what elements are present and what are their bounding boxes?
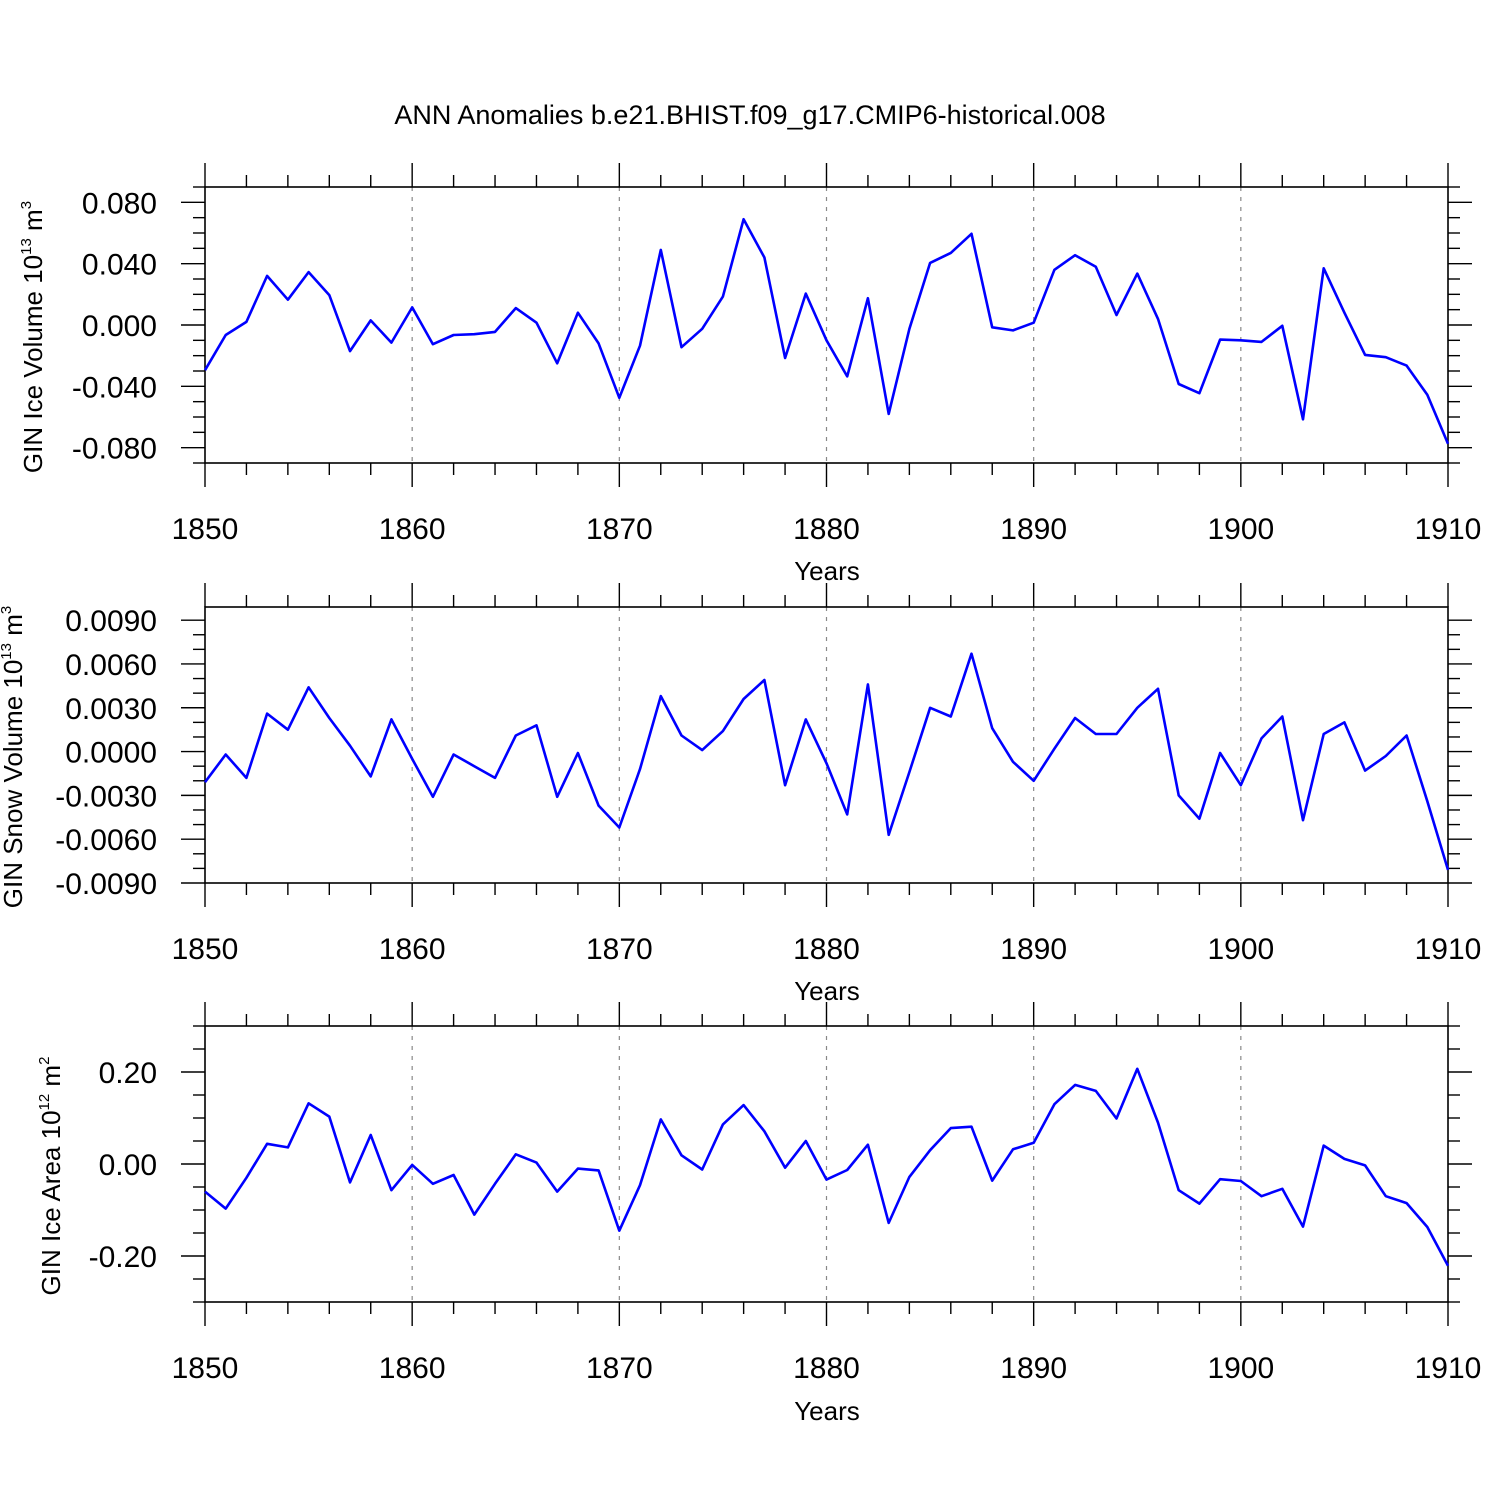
snow-volume-x-tick-label: 1880 [793,933,860,966]
chart-title: ANN Anomalies b.e21.BHIST.f09_g17.CMIP6-… [394,100,1105,130]
snow-volume-x-tick-label: 1910 [1415,933,1482,966]
ice-area-x-tick-label: 1880 [793,1352,860,1385]
panel-snow-volume: GIN Snow Volume 1013 m3 Years 1850 1860 18… [0,583,1481,1006]
ice-area-x-axis-label: Years [794,1396,860,1426]
snow-volume-series-line [203,652,1450,871]
ice-area-y-axis-label: GIN Ice Area 1012 m2 [36,1057,66,1296]
ice-volume-x-tick-label: 1900 [1207,513,1274,546]
snow-volume-y-tick-label: -0.0090 [55,868,157,901]
snow-volume-y-tick-label: 0.0030 [65,693,157,726]
ice-volume-y-tick-label: 0.080 [82,187,157,220]
snow-volume-y-tick-label: -0.0030 [55,780,157,813]
ice-area-y-tick-label: 0.00 [99,1149,157,1182]
ice-volume-x-tick-label: 1850 [172,513,239,546]
ice-volume-x-axis-label: Years [794,556,860,586]
ice-volume-y-tick-label: 0.000 [82,310,157,343]
ice-area-x-tick-label: 1910 [1415,1352,1482,1385]
ice-area-x-tick-label: 1890 [1000,1352,1067,1385]
ice-volume-series-line [203,217,1450,445]
snow-volume-x-tick-label: 1870 [586,933,653,966]
ice-area-y-tick-label: 0.20 [99,1057,157,1090]
snow-volume-y-tick-label: 0.0060 [65,649,157,682]
panel-ice-volume: GIN Ice Volume 1013 m3 Years 1850 1860 187… [18,163,1481,586]
snow-volume-y-tick-label: -0.0060 [55,824,157,857]
ice-volume-y-tick-label: -0.080 [72,433,157,466]
ice-volume-x-tick-label: 1910 [1415,513,1482,546]
ice-area-x-tick-label: 1850 [172,1352,239,1385]
ice-volume-y-tick-label: 0.040 [82,249,157,282]
panel-ice-area: GIN Ice Area 1012 m2 Years 1850 1860 1870 1… [36,1002,1481,1426]
snow-volume-x-tick-label: 1890 [1000,933,1067,966]
ice-area-x-tick-label: 1900 [1207,1352,1274,1385]
ice-volume-x-tick-label: 1880 [793,513,860,546]
snow-volume-x-tick-label: 1860 [379,933,446,966]
ice-area-y-tick-label: -0.20 [89,1241,157,1274]
ice-area-x-tick-label: 1860 [379,1352,446,1385]
ice-volume-x-tick-label: 1890 [1000,513,1067,546]
snow-volume-y-tick-label: 0.0000 [65,737,157,770]
snow-volume-y-tick-label: 0.0090 [65,605,157,638]
snow-volume-y-axis-label: GIN Snow Volume 1013 m3 [0,606,28,909]
snow-volume-x-tick-label: 1850 [172,933,239,966]
ice-volume-x-tick-label: 1860 [379,513,446,546]
ice-area-x-tick-label: 1870 [586,1352,653,1385]
ice-area-series-line [204,1067,1450,1267]
snow-volume-x-axis-label: Years [794,976,860,1006]
ice-volume-x-tick-label: 1870 [586,513,653,546]
ice-volume-y-axis-label: GIN Ice Volume 1013 m3 [18,201,48,473]
snow-volume-x-tick-label: 1900 [1207,933,1274,966]
ice-volume-y-tick-label: -0.040 [72,371,157,404]
